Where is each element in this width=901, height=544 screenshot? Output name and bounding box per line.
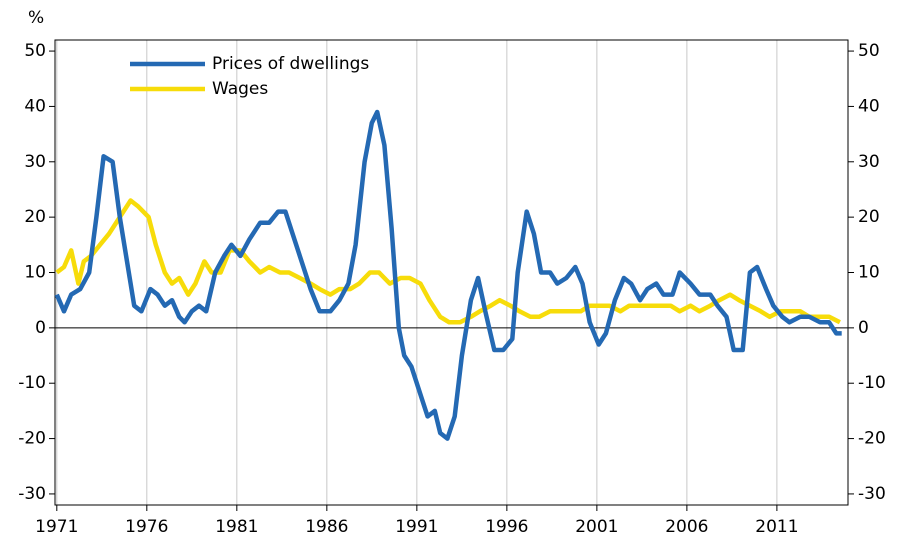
y2-tick-label: -10 [858, 373, 886, 393]
x-tick-label: 1981 [215, 517, 258, 537]
x-tick-label: 1971 [35, 517, 78, 537]
y-tick-label: 50 [24, 41, 46, 61]
line-series [55, 198, 841, 325]
line-series [54, 109, 842, 441]
plot-frame [54, 39, 849, 506]
x-tick-label: 1986 [305, 517, 348, 537]
y-tick-label: 0 [35, 318, 46, 338]
x-tick-label: 1991 [395, 517, 438, 537]
y-tick-label: 40 [24, 96, 46, 116]
x-tick-label: 2001 [575, 517, 618, 537]
y-tick-label: 20 [24, 207, 46, 227]
y-tick-label: 30 [24, 152, 46, 172]
y-tick-label: -30 [18, 484, 46, 504]
y2-tick-label: 50 [858, 41, 880, 61]
y2-tick-label: 20 [858, 207, 880, 227]
y2-tick-label: -30 [858, 484, 886, 504]
legend-label: Wages [212, 79, 268, 99]
x-tick-label: 1996 [485, 517, 528, 537]
y2-tick-label: -20 [858, 429, 886, 449]
legend-label: Prices of dwellings [212, 54, 369, 74]
y2-tick-label: 30 [858, 152, 880, 172]
y-tick-label: -20 [18, 429, 46, 449]
y2-tick-label: 0 [858, 318, 869, 338]
y2-tick-label: 40 [858, 96, 880, 116]
y-tick-label: -10 [18, 373, 46, 393]
y-axis-label: % [28, 8, 44, 28]
x-tick-label: 2011 [755, 517, 798, 537]
y-tick-label: 10 [24, 263, 46, 283]
y2-tick-label: 10 [858, 263, 880, 283]
x-tick-label: 1976 [125, 517, 168, 537]
x-tick-label: 2006 [665, 517, 708, 537]
